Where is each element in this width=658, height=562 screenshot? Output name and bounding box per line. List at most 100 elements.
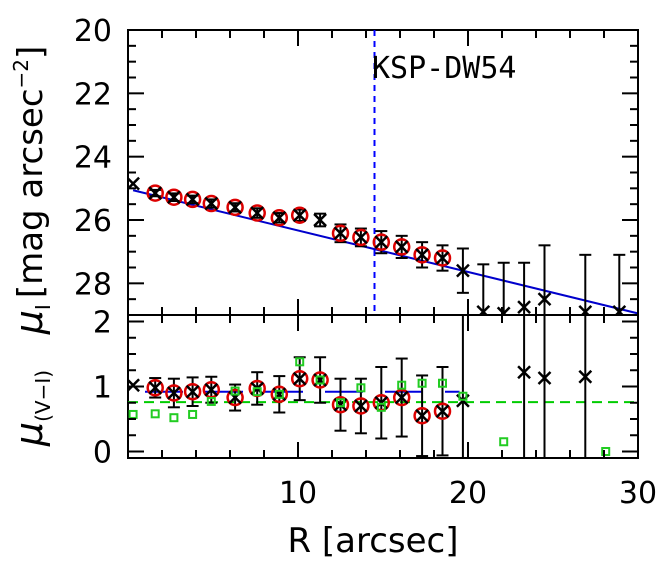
data-point-circle (146, 379, 164, 397)
data-point-cross (204, 382, 219, 397)
top-y-tick-label: 28 (74, 267, 112, 302)
data-point-cross (167, 386, 181, 400)
top-ylabel: μI [mag arcsec−2] (7, 46, 55, 336)
top-ylabel-main: μ (7, 310, 51, 335)
data-point-cross (537, 371, 552, 385)
data-point-circle (226, 388, 244, 407)
data-point-square (150, 409, 160, 419)
data-point-circle (311, 371, 329, 389)
data-point-circle (352, 228, 370, 247)
data-point-square (252, 387, 262, 397)
top-y-tick-label: 20 (74, 14, 112, 49)
data-point-circle (352, 397, 370, 415)
data-point-circle (331, 224, 350, 243)
annotation-label: KSP-DW54 (372, 51, 517, 86)
data-point-square (206, 396, 216, 406)
bottom-ylabel-main: μ (7, 422, 51, 447)
data-point-circle (413, 246, 431, 264)
data-point-cross (333, 226, 348, 241)
data-point-square (169, 413, 179, 423)
data-point-circle (290, 369, 309, 388)
data-point-square (188, 409, 198, 419)
data-point-cross (456, 263, 470, 278)
data-point-cross (313, 213, 327, 227)
bottom-y-tick-label: 2 (93, 306, 112, 341)
data-point-cross (476, 304, 491, 315)
fit-line (132, 189, 638, 315)
data-point-cross (148, 186, 163, 200)
data-point-cross (394, 390, 409, 405)
data-point-square (376, 402, 386, 412)
data-point-cross (496, 306, 511, 315)
top-ylabel-sub: I (31, 304, 55, 310)
data-point-cross (435, 251, 450, 265)
data-point-square (397, 380, 407, 390)
data-point-cross (272, 210, 287, 225)
x-axis-label: R [arcsec] (287, 521, 458, 561)
data-point-square (356, 383, 366, 393)
data-point-cross (374, 235, 389, 250)
data-point-cross (292, 371, 307, 386)
data-point-cross (185, 192, 200, 207)
data-point-square (417, 378, 427, 388)
data-point-square (458, 391, 468, 401)
data-point-cross (578, 369, 593, 384)
data-point-circle (165, 188, 183, 206)
data-point-square (315, 375, 325, 385)
data-point-cross (354, 230, 368, 245)
data-point-circle (270, 385, 289, 404)
data-point-square (295, 357, 305, 367)
data-point-cross (517, 300, 531, 314)
data-point-cross (292, 208, 307, 223)
top-y-tick-label: 22 (74, 77, 112, 112)
data-point-cross (415, 408, 429, 423)
data-point-square (438, 378, 447, 388)
svg-text:μ(V−I): μ(V−I) (7, 370, 55, 447)
data-point-cross (185, 384, 200, 399)
data-point-cross (128, 378, 140, 393)
data-point-circle (433, 402, 452, 420)
data-point-cross (394, 240, 409, 254)
data-point-circle (146, 184, 164, 202)
data-point-circle (331, 395, 350, 414)
data-point-square (230, 386, 240, 396)
data-point-cross (167, 190, 181, 205)
data-point-circle (392, 388, 411, 407)
axis-ticks: 10 20 30 20 22 24 26 28 0 1 2 (74, 14, 657, 511)
data-marks (128, 176, 627, 458)
top-ylabel-close: ] (11, 46, 51, 59)
bottom-y-tick-label: 1 (93, 371, 112, 406)
data-point-circle (202, 194, 221, 213)
data-point-circle (183, 382, 202, 401)
data-point-square (499, 437, 509, 447)
data-point-circle (372, 233, 391, 251)
data-point-cross (250, 206, 265, 220)
data-point-square (274, 389, 284, 399)
x-tick-label: 30 (619, 476, 657, 511)
data-point-cross (578, 304, 593, 315)
data-point-cross (204, 196, 219, 211)
x-tick-label: 10 (279, 476, 317, 511)
data-point-cross (537, 292, 552, 307)
data-point-circle (226, 198, 244, 217)
x-tick-label: 20 (449, 476, 487, 511)
top-y-tick-label: 24 (74, 141, 112, 176)
data-point-cross (148, 380, 163, 395)
data-point-cross (415, 247, 429, 262)
data-point-cross (612, 304, 627, 315)
bottom-ylabel-sub: (V−I) (31, 370, 55, 422)
data-point-square (336, 398, 345, 408)
top-ylabel-rest: [mag arcsec (11, 88, 51, 298)
data-point-circle (433, 249, 452, 267)
data-point-circle (392, 238, 411, 256)
data-point-cross (435, 404, 450, 419)
data-point-cross (517, 365, 531, 380)
data-point-circle (183, 190, 202, 209)
top-y-tick-label: 26 (74, 204, 112, 239)
top-ylabel-sup: −2 (9, 59, 33, 88)
data-point-circle (290, 206, 309, 224)
data-point-circle (165, 384, 183, 402)
data-point-square (128, 409, 138, 419)
data-point-circle (413, 407, 431, 425)
